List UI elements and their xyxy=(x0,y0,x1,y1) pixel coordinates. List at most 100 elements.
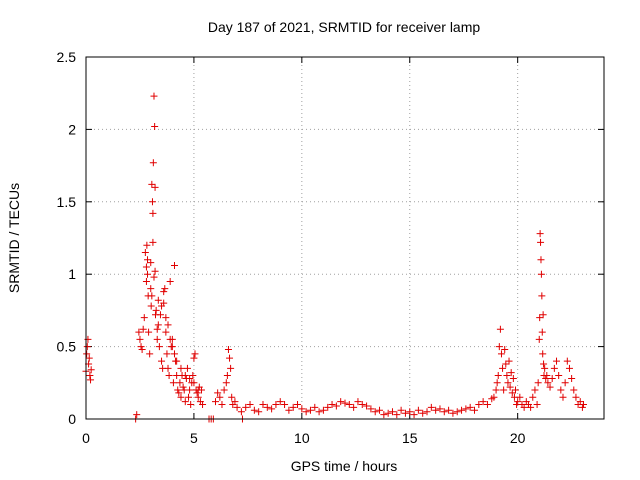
data-point xyxy=(449,409,457,417)
data-point xyxy=(144,292,152,300)
data-point xyxy=(141,248,149,256)
data-points xyxy=(82,92,587,423)
data-point xyxy=(527,403,535,411)
data-point xyxy=(306,406,314,414)
data-point xyxy=(432,406,440,414)
data-point xyxy=(410,411,418,419)
data-point xyxy=(259,401,267,409)
data-point xyxy=(153,325,161,333)
data-point xyxy=(161,285,169,293)
data-point xyxy=(186,374,194,382)
data-point xyxy=(151,123,159,131)
data-point xyxy=(483,401,491,409)
data-point xyxy=(189,372,197,380)
data-point xyxy=(152,306,160,314)
data-point xyxy=(376,406,384,414)
data-point xyxy=(145,328,153,336)
data-point xyxy=(311,403,319,411)
data-point xyxy=(538,328,546,336)
data-point xyxy=(138,345,146,353)
data-point xyxy=(436,405,444,413)
data-point xyxy=(140,314,148,322)
data-point xyxy=(86,372,94,380)
data-point xyxy=(177,364,185,372)
x-tick-label: 5 xyxy=(190,430,198,446)
data-point xyxy=(393,411,401,419)
data-point xyxy=(246,401,254,409)
data-point xyxy=(419,409,427,417)
y-tick-label: 0 xyxy=(68,411,76,427)
x-tick-label: 0 xyxy=(82,430,90,446)
data-point xyxy=(537,270,545,278)
data-point xyxy=(250,406,258,414)
data-point xyxy=(176,379,184,387)
data-point xyxy=(164,321,172,329)
data-point xyxy=(493,379,501,387)
plot-frame xyxy=(85,56,605,420)
data-point xyxy=(294,401,302,409)
data-point xyxy=(501,345,509,353)
data-point xyxy=(194,393,202,401)
data-point xyxy=(231,398,239,406)
data-point xyxy=(350,403,358,411)
data-point xyxy=(158,357,166,365)
data-point xyxy=(572,393,580,401)
data-point xyxy=(453,408,461,416)
data-point xyxy=(137,343,145,351)
data-point xyxy=(170,262,178,270)
data-point xyxy=(233,403,241,411)
data-point xyxy=(553,357,561,365)
data-point xyxy=(499,364,507,372)
data-point xyxy=(445,406,453,414)
data-point xyxy=(153,335,161,343)
data-point xyxy=(146,350,154,358)
x-tick-label: 10 xyxy=(294,430,310,446)
data-point xyxy=(578,403,586,411)
data-point xyxy=(537,238,545,246)
data-point xyxy=(160,288,168,296)
data-point xyxy=(319,406,327,414)
data-point xyxy=(220,386,228,394)
data-point xyxy=(190,379,198,387)
data-point xyxy=(298,405,306,413)
y-tick-label: 0.5 xyxy=(57,339,77,355)
data-point xyxy=(177,393,185,401)
data-point xyxy=(512,386,520,394)
data-point xyxy=(440,408,448,416)
data-point xyxy=(507,369,515,377)
data-point xyxy=(557,386,565,394)
y-tick-label: 2 xyxy=(68,121,76,137)
data-point xyxy=(165,372,173,380)
data-point xyxy=(516,393,524,401)
data-point xyxy=(272,401,280,409)
data-point xyxy=(166,277,174,285)
grid-lines xyxy=(86,57,604,419)
data-point xyxy=(397,406,405,414)
data-point xyxy=(514,398,522,406)
data-point xyxy=(531,386,539,394)
data-point xyxy=(154,321,162,329)
data-point xyxy=(555,372,563,380)
data-point xyxy=(539,350,547,358)
data-point xyxy=(504,379,512,387)
data-point xyxy=(268,405,276,413)
data-point xyxy=(533,401,541,409)
data-point xyxy=(475,401,483,409)
data-point xyxy=(162,328,170,336)
data-point xyxy=(541,364,549,372)
data-point xyxy=(536,314,544,322)
data-point xyxy=(193,389,201,397)
data-point xyxy=(332,402,340,410)
data-point xyxy=(87,376,95,384)
data-point xyxy=(458,406,466,414)
data-point xyxy=(544,379,552,387)
data-point xyxy=(414,406,422,414)
data-point xyxy=(509,374,517,382)
data-point xyxy=(142,277,150,285)
data-point xyxy=(563,357,571,365)
data-point xyxy=(427,403,435,411)
data-point xyxy=(471,406,478,414)
data-point xyxy=(490,393,498,401)
data-point xyxy=(466,403,474,411)
